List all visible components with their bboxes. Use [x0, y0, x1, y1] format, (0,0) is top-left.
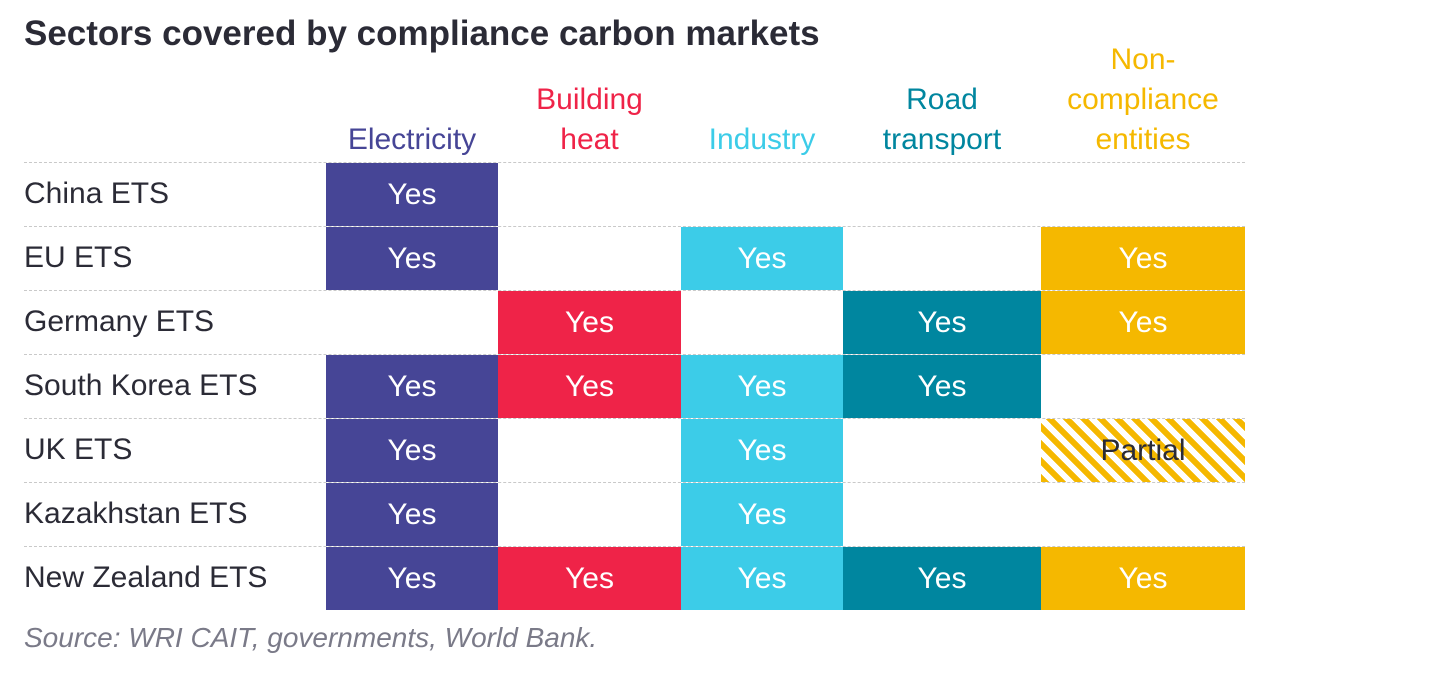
coverage-cell: Yes — [326, 483, 498, 546]
coverage-cell: Yes — [326, 419, 498, 482]
chart-title: Sectors covered by compliance carbon mar… — [24, 14, 820, 53]
row-divider — [24, 162, 1245, 163]
row-label: EU ETS — [24, 241, 133, 274]
coverage-cell: Yes — [498, 355, 681, 418]
column-header: Electricity — [347, 123, 477, 156]
coverage-cell: Yes — [326, 547, 498, 610]
row-label: Kazakhstan ETS — [24, 497, 248, 530]
coverage-cell: Yes — [1041, 547, 1245, 610]
row-label: UK ETS — [24, 433, 133, 466]
row-label: China ETS — [24, 177, 170, 210]
row-divider — [24, 546, 1245, 547]
coverage-cell: Yes — [1041, 291, 1245, 354]
column-header: Building heat — [536, 83, 643, 156]
coverage-cell: Yes — [681, 483, 843, 546]
row-label: South Korea ETS — [24, 369, 258, 402]
row-divider — [24, 354, 1245, 355]
row-label: New Zealand ETS — [24, 561, 268, 594]
coverage-cell: Yes — [498, 291, 681, 354]
coverage-cell: Yes — [843, 355, 1041, 418]
coverage-cell: Yes — [326, 163, 498, 226]
row-label: Germany ETS — [24, 305, 215, 338]
row-divider — [24, 226, 1245, 227]
coverage-cell: Yes — [1041, 227, 1245, 290]
coverage-cell: Yes — [843, 547, 1041, 610]
source-note: Source: WRI CAIT, governments, World Ban… — [24, 622, 598, 653]
column-header: Road transport — [882, 83, 1002, 156]
row-divider — [24, 418, 1245, 419]
coverage-cell: Yes — [326, 355, 498, 418]
coverage-cell: Yes — [843, 291, 1041, 354]
coverage-cell: Yes — [681, 547, 843, 610]
row-divider — [24, 290, 1245, 291]
column-header: Non- compliance entities — [1067, 43, 1219, 156]
coverage-cell: Partial — [1041, 419, 1245, 482]
coverage-cell: Yes — [326, 227, 498, 290]
coverage-cell: Yes — [681, 355, 843, 418]
column-header: Industry — [708, 123, 816, 156]
coverage-cell: Yes — [681, 419, 843, 482]
coverage-cell: Yes — [681, 227, 843, 290]
row-divider — [24, 482, 1245, 483]
coverage-cell: Yes — [498, 547, 681, 610]
